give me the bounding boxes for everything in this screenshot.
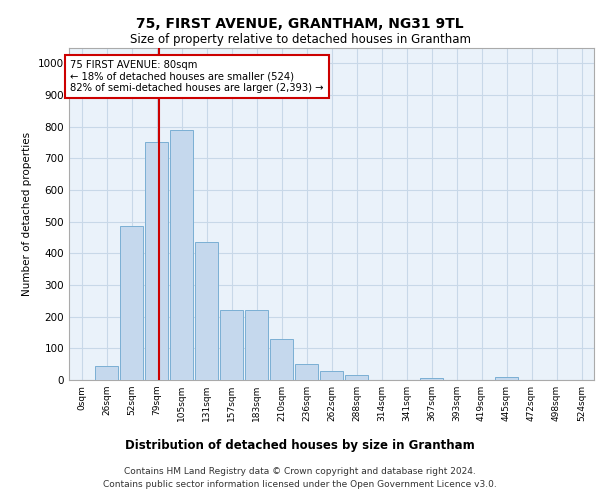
Text: Contains public sector information licensed under the Open Government Licence v3: Contains public sector information licen… (103, 480, 497, 489)
Bar (220, 310, 243, 380)
Bar (295, 364, 318, 380)
Text: Distribution of detached houses by size in Grantham: Distribution of detached houses by size … (125, 440, 475, 452)
Bar (270, 339, 293, 380)
Bar (195, 242, 218, 380)
Text: 75 FIRST AVENUE: 80sqm
← 18% of detached houses are smaller (524)
82% of semi-de: 75 FIRST AVENUE: 80sqm ← 18% of detached… (70, 60, 324, 94)
Bar (245, 310, 268, 380)
Text: 75, FIRST AVENUE, GRANTHAM, NG31 9TL: 75, FIRST AVENUE, GRANTHAM, NG31 9TL (136, 18, 464, 32)
Bar (170, 130, 193, 380)
Text: Size of property relative to detached houses in Grantham: Size of property relative to detached ho… (130, 32, 470, 46)
Bar (495, 378, 518, 380)
Y-axis label: Number of detached properties: Number of detached properties (22, 132, 32, 296)
Bar (320, 371, 343, 380)
Bar (95, 366, 118, 380)
Bar (145, 142, 168, 380)
Bar (420, 378, 443, 380)
Text: Contains HM Land Registry data © Crown copyright and database right 2024.: Contains HM Land Registry data © Crown c… (124, 467, 476, 476)
Bar (345, 375, 368, 380)
Bar (120, 226, 143, 380)
